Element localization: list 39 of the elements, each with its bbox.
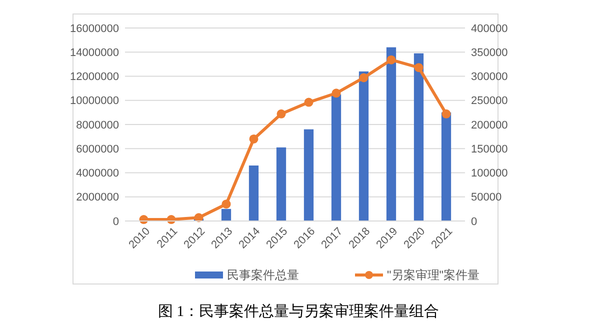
bar xyxy=(304,129,314,221)
bar xyxy=(414,53,424,221)
y2-tick-label: 0 xyxy=(471,216,478,228)
y-tick-label: 0 xyxy=(112,216,119,228)
y2-tick-label: 50000 xyxy=(471,192,502,204)
y-tick-label: 6000000 xyxy=(76,143,119,156)
y2-tick-label: 250000 xyxy=(471,95,508,108)
caption: 图 1：民事案件总量与另案审理案件量组合 xyxy=(158,303,440,320)
bar xyxy=(441,112,452,221)
legend-label: "另案审理"案件量 xyxy=(387,268,480,282)
bar xyxy=(386,47,396,221)
y2-tick-label: 200000 xyxy=(471,119,508,132)
y-tick-label: 8000000 xyxy=(76,119,119,132)
bar xyxy=(276,147,286,221)
point xyxy=(222,200,231,209)
point xyxy=(359,73,368,82)
y-tick-label: 12000000 xyxy=(70,71,119,84)
point xyxy=(304,98,314,107)
y-tick-label: 2000000 xyxy=(76,192,119,204)
legend-label: 民事案件总量 xyxy=(227,268,299,282)
bar xyxy=(248,166,259,221)
point xyxy=(249,134,258,144)
y2-tick-label: 100000 xyxy=(471,168,508,180)
y2-tick-label: 400000 xyxy=(471,22,508,35)
y2-tick-label: 150000 xyxy=(471,143,508,156)
y-tick-label: 14000000 xyxy=(70,46,119,59)
y-tick-label: 10000000 xyxy=(70,95,119,108)
y2-tick-label: 350000 xyxy=(471,46,508,59)
point xyxy=(332,88,341,98)
bar xyxy=(358,71,369,221)
point xyxy=(414,63,424,72)
y-tick-label: 16000000 xyxy=(70,22,119,35)
y-tick-label: 4000000 xyxy=(76,168,119,180)
bar xyxy=(221,208,232,221)
point xyxy=(276,109,286,118)
bar xyxy=(331,94,342,221)
y2-tick-label: 300000 xyxy=(471,71,508,84)
point xyxy=(386,55,396,64)
point xyxy=(442,109,451,118)
